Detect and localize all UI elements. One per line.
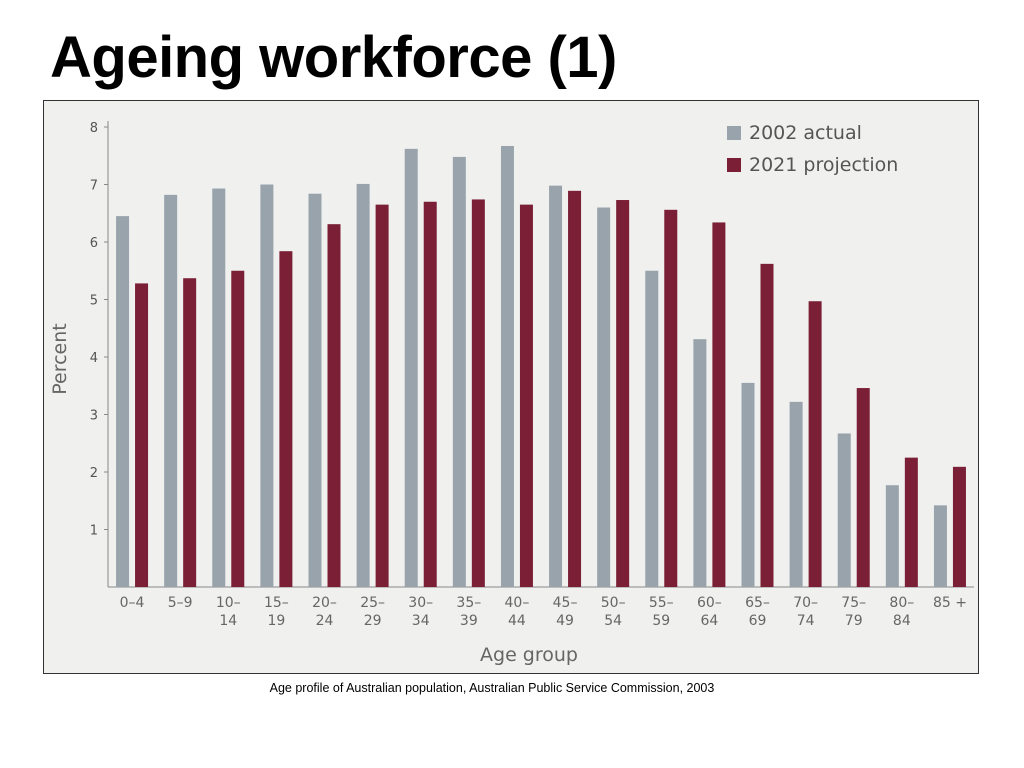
bar-2002-5 [356,183,370,588]
y-axis-title: Percent [49,323,71,395]
x-tick-label: 85 + [933,595,967,611]
x-tick-label: 10– [216,595,241,611]
legend-swatch [727,158,741,172]
chart-frame: 1 2 3 4 5 6 7 8 Percent 0–4 5–9 10– 14 15– 19 20– 24 25– 2… [43,100,979,674]
x-tick-label: 54 [604,613,622,629]
x-tick-label: 20– [312,595,337,611]
x-tick-label: 65– [745,595,770,611]
chart-caption: Age profile of Australian population, Au… [269,681,715,695]
bar-2021-6 [423,201,437,587]
bar-2021-0 [135,283,149,587]
slide-title: Ageing workforce (1) [50,25,617,90]
y-tick-label: 1 [90,524,98,539]
bar-2002-7 [452,156,466,587]
x-tick-label: 24 [316,613,334,629]
x-axis-title: Age group [480,644,578,666]
y-tick-label: 3 [90,409,98,424]
x-tick-label: 39 [460,613,478,629]
bar-2021-16 [904,457,918,587]
bar-2002-4 [308,193,322,587]
y-tick-label: 7 [90,179,98,194]
bar-2002-2 [212,188,226,587]
bar-2021-5 [375,204,389,587]
x-tick-label: 44 [508,613,526,629]
bar-2021-2 [231,270,245,587]
x-tick-label: 30– [408,595,433,611]
x-tick-label: 29 [364,613,382,629]
x-tick-label: 15– [264,595,289,611]
x-tick-label: 74 [797,613,815,629]
bar-2021-17 [952,466,966,587]
bar-2021-14 [808,301,822,587]
bar-2021-1 [183,278,197,587]
x-tick-label: 59 [652,613,670,629]
x-tick-label: 70– [793,595,818,611]
y-tick-label: 6 [90,236,98,251]
bar-2002-9 [549,185,563,587]
x-tick-label: 14 [219,613,237,629]
bar-2002-11 [645,270,659,587]
x-tick-label: 19 [267,613,285,629]
x-tick-label: 84 [893,613,911,629]
bar-2021-9 [568,190,582,587]
bar-2021-3 [279,251,293,587]
bar-2002-6 [404,148,418,587]
y-tick-label: 8 [90,121,98,136]
x-tick-label: 40– [505,595,530,611]
bar-2021-10 [616,200,630,587]
x-tick-label: 69 [749,613,767,629]
bar-2002-13 [741,382,755,587]
x-tick-label: 0–4 [120,595,145,611]
x-tick-label: 79 [845,613,863,629]
x-tick-label: 45– [553,595,578,611]
y-tick-label: 2 [90,466,98,481]
x-tick-label: 5–9 [168,595,193,611]
bar-2021-11 [664,209,678,588]
bar-2021-8 [519,204,533,587]
x-tick-label: 64 [700,613,718,629]
bar-2002-17 [933,505,947,587]
bar-2021-12 [712,222,726,587]
bar-2002-10 [597,207,611,587]
bar-2021-7 [471,199,485,587]
x-tick-label: 60– [697,595,722,611]
bar-2002-12 [693,339,707,587]
bar-2021-15 [856,388,870,587]
y-tick-label: 4 [90,351,98,366]
legend-label: 2021 projection [749,154,898,176]
legend-label: 2002 actual [749,122,862,144]
bar-2002-0 [116,216,130,587]
bar-2002-16 [885,485,899,587]
bar-2021-13 [760,263,774,587]
bar-2002-8 [500,145,514,587]
bar-2002-14 [789,401,803,587]
legend-swatch [727,126,741,140]
y-tick-label: 5 [90,294,98,309]
x-tick-label: 35– [456,595,481,611]
bar-2002-15 [837,433,851,587]
x-tick-label: 25– [360,595,385,611]
x-tick-label: 50– [601,595,626,611]
bar-2002-3 [260,184,274,587]
bar-2002-1 [164,194,178,587]
x-tick-label: 75– [841,595,866,611]
x-tick-label: 55– [649,595,674,611]
x-tick-label: 80– [889,595,914,611]
bar-2021-4 [327,224,341,588]
x-tick-label: 49 [556,613,574,629]
x-tick-label: 34 [412,613,430,629]
